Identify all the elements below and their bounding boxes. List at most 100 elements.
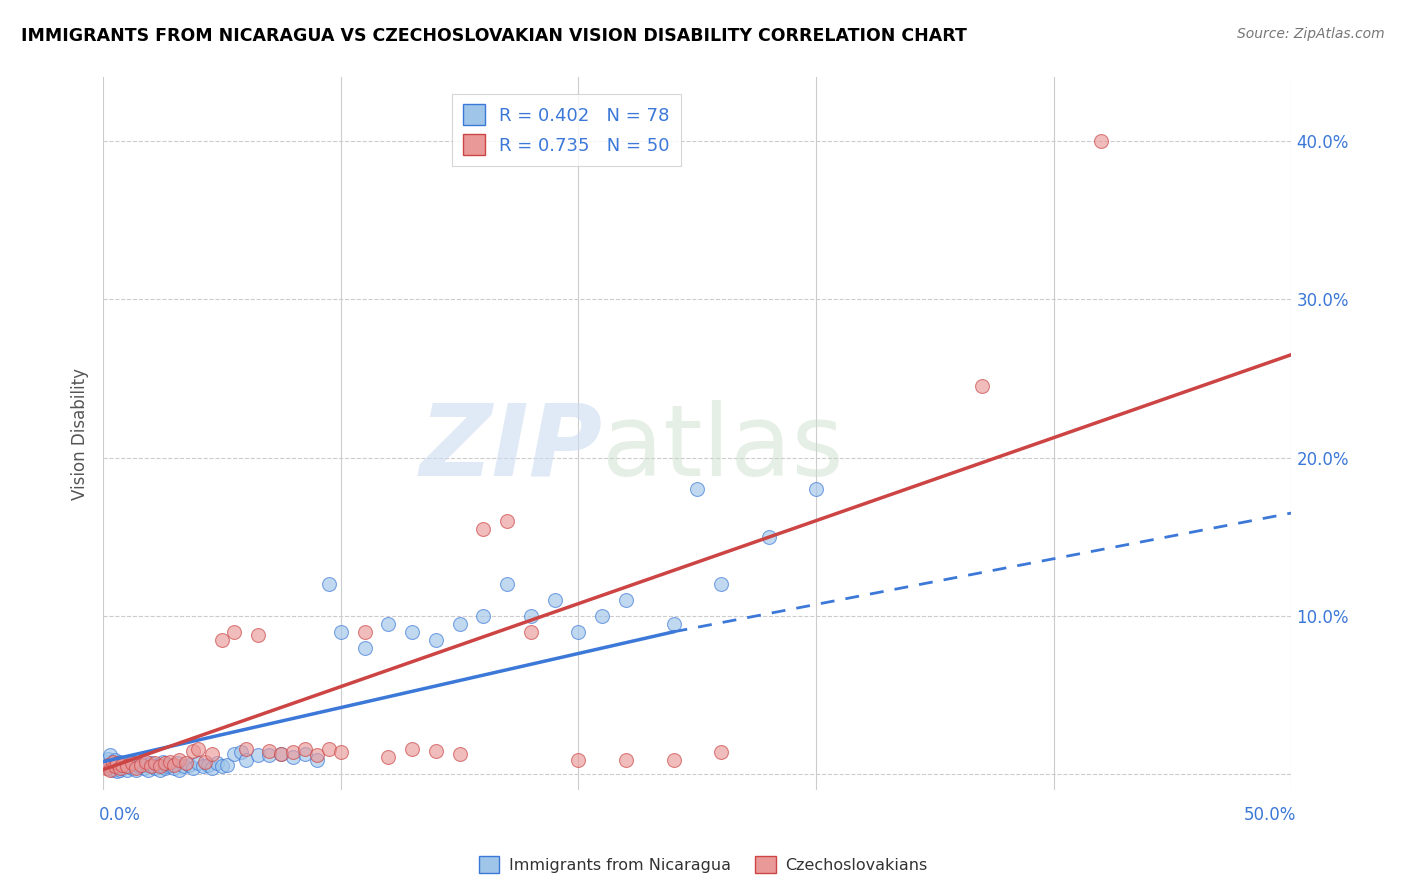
Point xyxy=(294,742,316,756)
Point xyxy=(425,744,447,758)
Point xyxy=(972,379,994,393)
Point xyxy=(166,756,188,771)
Point xyxy=(152,755,174,769)
Point xyxy=(329,745,352,759)
Text: ZIP: ZIP xyxy=(419,400,602,497)
Legend: Immigrants from Nicaragua, Czechoslovakians: Immigrants from Nicaragua, Czechoslovaki… xyxy=(472,849,934,880)
Point xyxy=(114,759,136,773)
Point xyxy=(121,761,143,775)
Point xyxy=(94,759,117,773)
Point xyxy=(139,756,162,771)
Point xyxy=(496,514,519,528)
Point xyxy=(104,759,127,773)
Point xyxy=(111,757,134,772)
Point xyxy=(183,744,205,758)
Point xyxy=(804,483,827,497)
Point xyxy=(97,757,120,772)
Text: Source: ZipAtlas.com: Source: ZipAtlas.com xyxy=(1237,27,1385,41)
Point xyxy=(270,747,292,761)
Point xyxy=(211,759,233,773)
Point xyxy=(614,753,637,767)
Point xyxy=(105,764,128,779)
Point xyxy=(115,763,138,777)
Point xyxy=(173,759,195,773)
Point xyxy=(108,755,131,769)
Point xyxy=(105,757,128,772)
Point xyxy=(520,609,543,624)
Point xyxy=(215,757,238,772)
Y-axis label: Vision Disability: Vision Disability xyxy=(72,368,89,500)
Point xyxy=(167,763,190,777)
Point xyxy=(270,747,292,761)
Point xyxy=(159,757,181,772)
Point xyxy=(177,757,200,772)
Point xyxy=(710,745,733,759)
Point xyxy=(98,763,121,777)
Point xyxy=(614,593,637,607)
Point xyxy=(101,755,124,769)
Point xyxy=(156,759,179,773)
Point xyxy=(283,750,305,764)
Point xyxy=(97,751,120,765)
Point xyxy=(104,759,127,773)
Point xyxy=(377,616,399,631)
Point xyxy=(591,609,613,624)
Point xyxy=(353,624,375,639)
Point xyxy=(472,609,495,624)
Point xyxy=(145,756,167,771)
Point xyxy=(146,757,169,772)
Point xyxy=(167,753,190,767)
Point xyxy=(98,748,121,763)
Point xyxy=(567,624,589,639)
Point xyxy=(129,755,152,769)
Point xyxy=(259,744,281,758)
Point xyxy=(139,759,162,773)
Point xyxy=(205,756,228,771)
Point xyxy=(353,640,375,655)
Point xyxy=(710,577,733,591)
Point xyxy=(108,763,131,777)
Text: atlas: atlas xyxy=(602,400,844,497)
Point xyxy=(163,761,186,775)
Point xyxy=(153,756,176,771)
Point xyxy=(449,747,471,761)
Point xyxy=(662,616,685,631)
Point xyxy=(259,748,281,763)
Point xyxy=(329,624,352,639)
Point xyxy=(449,616,471,631)
Point xyxy=(520,624,543,639)
Point xyxy=(305,753,328,767)
Point xyxy=(129,757,152,772)
Point xyxy=(187,756,209,771)
Text: 50.0%: 50.0% xyxy=(1244,806,1296,824)
Point xyxy=(187,742,209,756)
Point xyxy=(101,763,124,777)
Point xyxy=(283,745,305,759)
Point xyxy=(197,757,219,772)
Point xyxy=(246,628,269,642)
Point xyxy=(318,577,340,591)
Point xyxy=(97,757,120,772)
Point xyxy=(122,756,145,771)
Point xyxy=(132,761,155,775)
Point xyxy=(318,742,340,756)
Point xyxy=(136,763,159,777)
Point xyxy=(121,756,143,771)
Point xyxy=(149,759,172,773)
Point xyxy=(111,761,134,775)
Point xyxy=(294,747,316,761)
Point xyxy=(191,759,214,773)
Point xyxy=(401,624,423,639)
Point xyxy=(125,761,148,775)
Point xyxy=(246,748,269,763)
Point xyxy=(145,761,167,775)
Point xyxy=(1090,134,1112,148)
Point xyxy=(94,755,117,769)
Point xyxy=(153,761,176,775)
Point xyxy=(94,761,117,775)
Point xyxy=(159,755,181,769)
Point xyxy=(686,483,709,497)
Point xyxy=(222,747,245,761)
Point xyxy=(98,761,121,775)
Point xyxy=(662,753,685,767)
